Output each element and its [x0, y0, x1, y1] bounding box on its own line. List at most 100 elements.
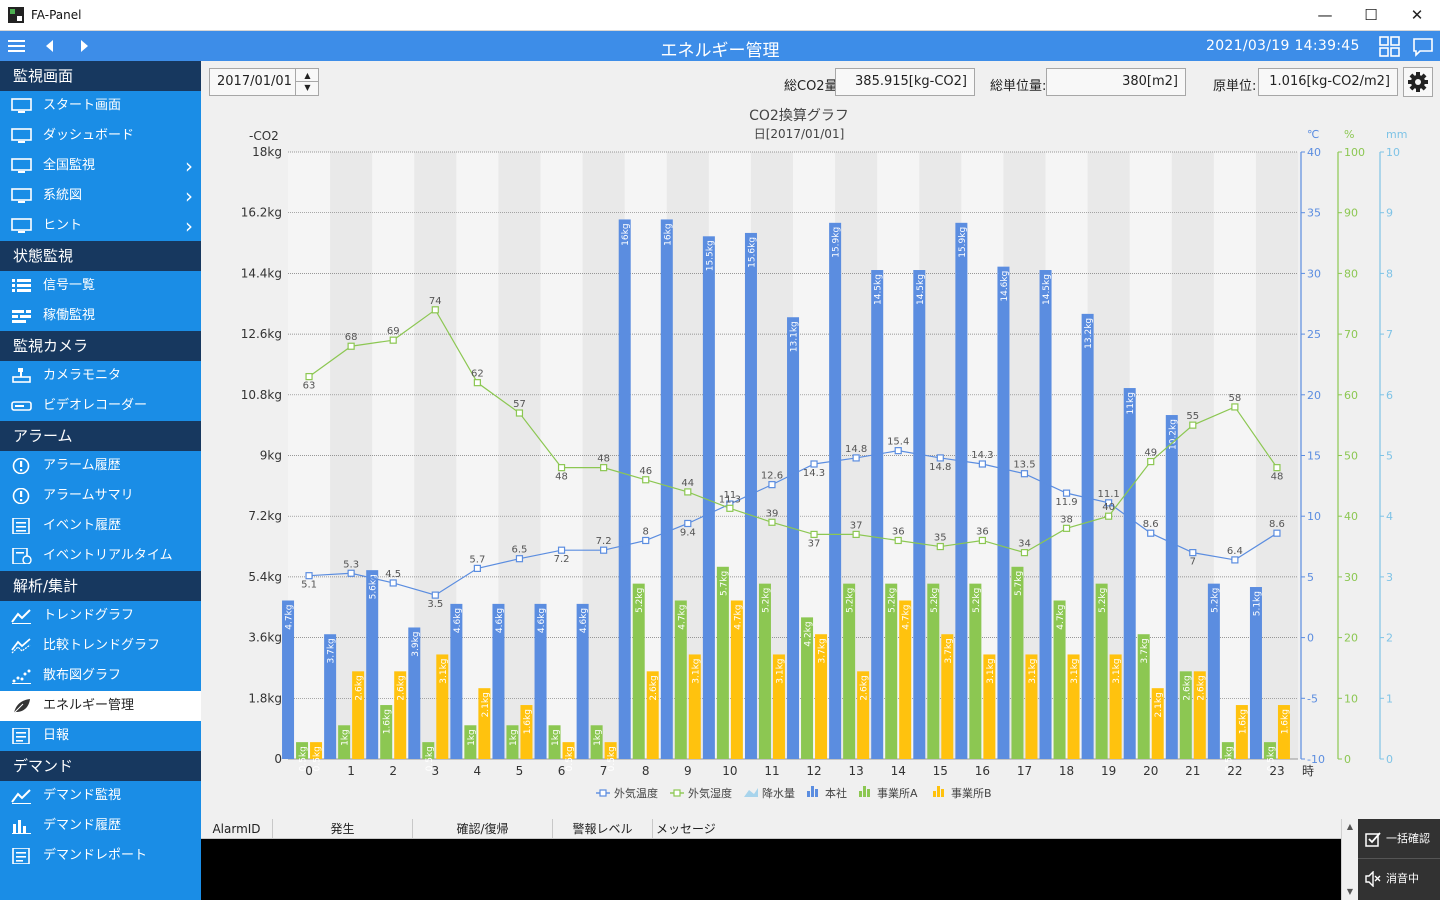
- bar-data-label: 4.7kg: [902, 605, 912, 630]
- sidebar-item[interactable]: エネルギー管理: [0, 691, 201, 721]
- bar-data-label: 16kg: [621, 223, 631, 245]
- alarm-scrollbar[interactable]: ▲ ▼: [1341, 819, 1358, 900]
- sidebar-item[interactable]: トレンドグラフ: [0, 601, 201, 631]
- sidebar-section-header: 状態監視: [0, 241, 201, 271]
- temperature-tick-label: 0: [1307, 632, 1314, 645]
- spin-down-icon[interactable]: ▼: [304, 83, 311, 92]
- rainfall-tick-label: 8: [1386, 267, 1393, 280]
- co2-chart: 0 1.8kg 3.6kg 5.4kg 7.2kg 9kg 10.8kg 12.6kg 14.4…: [201, 103, 1440, 819]
- bar-事業所A: [548, 725, 561, 759]
- sidebar-item[interactable]: 系統図 ›: [0, 181, 201, 211]
- bar-data-label: 0.5kg: [607, 746, 617, 771]
- app-logo-icon: [8, 7, 24, 23]
- bar-事業所B: [310, 742, 323, 759]
- mute-button[interactable]: 消音中: [1358, 859, 1440, 899]
- maximize-button[interactable]: ☐: [1364, 6, 1378, 24]
- scroll-down-icon[interactable]: ▼: [1346, 887, 1354, 896]
- legend-marker-icon: [673, 789, 681, 797]
- bar-本社: [492, 603, 505, 759]
- bar-data-label: 3.1kg: [439, 658, 449, 683]
- bar-事業所B: [604, 742, 617, 759]
- gear-icon: [1408, 72, 1428, 92]
- sidebar-item-label: デマンド監視: [43, 788, 122, 803]
- alarm-col-confirm[interactable]: 確認/復帰: [413, 819, 553, 839]
- sidebar-item[interactable]: ヒント ›: [0, 211, 201, 241]
- line-point: [978, 536, 986, 545]
- line-point: [936, 542, 944, 551]
- bar-本社: [829, 222, 842, 760]
- scroll-up-icon[interactable]: ▲: [1346, 822, 1354, 831]
- bar-本社: [450, 603, 463, 759]
- x-tick-label: 11: [764, 764, 779, 778]
- close-button[interactable]: ✕: [1410, 6, 1424, 24]
- minimize-button[interactable]: —: [1317, 6, 1333, 24]
- category-stripe: [666, 152, 709, 759]
- sidebar-item[interactable]: イベント履歴: [0, 511, 201, 541]
- date-spinner[interactable]: ▲ ▼: [295, 69, 319, 95]
- legend-bar-icon: [941, 789, 944, 797]
- line-data-label: 34: [1018, 539, 1031, 550]
- alarm-col-occurred[interactable]: 発生: [273, 819, 413, 839]
- line-point: [515, 409, 524, 417]
- sidebar-item[interactable]: 日報: [0, 721, 201, 751]
- bar-data-label: 5.2kg: [930, 588, 940, 613]
- line-data-label: 37: [808, 538, 821, 549]
- humidity-tick-label: 30: [1344, 571, 1358, 584]
- basic-unit-label: 原単位:: [1213, 79, 1257, 94]
- sidebar-item[interactable]: デマンド監視: [0, 781, 201, 811]
- x-tick-label: 7: [600, 764, 608, 778]
- line-data-label: 57: [513, 399, 526, 410]
- sidebar-item[interactable]: 散布図グラフ: [0, 661, 201, 691]
- back-icon[interactable]: [40, 31, 60, 61]
- bar-本社: [1081, 313, 1094, 759]
- sidebar-item[interactable]: デマンド履歴: [0, 811, 201, 841]
- bar-本社: [534, 603, 547, 759]
- confirm-all-button[interactable]: 一括確認: [1358, 819, 1440, 859]
- forward-icon[interactable]: [74, 31, 94, 61]
- line-data-label: 15.4: [887, 437, 909, 448]
- alarm-col-id[interactable]: AlarmID: [201, 819, 273, 839]
- bar-事業所A: [1053, 600, 1066, 759]
- alarm-col-level[interactable]: 警報レベル: [553, 819, 653, 839]
- sidebar-item[interactable]: ビデオレコーダー: [0, 391, 201, 421]
- total-unit-label: 総単位量:: [990, 79, 1047, 94]
- category-stripe: [750, 152, 793, 759]
- line-point: [305, 372, 313, 381]
- sidebar-item[interactable]: デマンドレポート: [0, 841, 201, 871]
- y-axis-label: -CO2: [249, 129, 279, 143]
- legend-bar-icon: [859, 791, 862, 797]
- line-data-label: 13.5: [1013, 460, 1035, 471]
- bar-事業所A: [422, 742, 435, 759]
- line-data-label: 12.6: [761, 471, 783, 482]
- menu-icon[interactable]: [6, 31, 28, 61]
- sidebar-item[interactable]: アラーム履歴: [0, 451, 201, 481]
- rainfall-tick-label: 10: [1386, 146, 1400, 159]
- layout-grid-icon[interactable]: [1378, 31, 1402, 61]
- alarm-col-message[interactable]: メッセージ: [656, 822, 716, 836]
- sidebar-item[interactable]: アラームサマリ: [0, 481, 201, 511]
- bar-data-label: 15.5kg: [705, 240, 715, 271]
- settings-button[interactable]: [1403, 67, 1433, 97]
- sidebar-item-label: 比較トレンドグラフ: [43, 638, 161, 653]
- bar-data-label: 4.6kg: [495, 608, 505, 633]
- bar-本社: [618, 219, 631, 759]
- message-icon[interactable]: [1411, 31, 1435, 61]
- sidebar-item[interactable]: 稼働監視: [0, 301, 201, 331]
- sidebar-item[interactable]: スタート画面: [0, 91, 201, 121]
- rainfall-tick-label: 0: [1386, 753, 1393, 766]
- sidebar-item[interactable]: イベントリアルタイム: [0, 541, 201, 571]
- date-input[interactable]: 2017/01/01: [209, 68, 319, 96]
- sidebar-item[interactable]: ダッシュボード: [0, 121, 201, 151]
- sidebar-item[interactable]: 比較トレンドグラフ: [0, 631, 201, 661]
- sidebar-item[interactable]: 全国監視 ›: [0, 151, 201, 181]
- sidebar-item[interactable]: カメラモニタ: [0, 361, 201, 391]
- spin-up-icon[interactable]: ▲: [296, 69, 319, 82]
- legend-bar-icon: [863, 786, 866, 797]
- bar-data-label: 1kg: [551, 729, 561, 746]
- category-stripe: [582, 152, 625, 759]
- sidebar-item-label: 日報: [43, 728, 70, 743]
- toolbar: 2017/01/01 ▲ ▼ 総CO2量 385.915[kg-CO2] 総単位…: [201, 61, 1440, 103]
- legend-bar-icon: [815, 789, 818, 797]
- humidity-tick-label: 0: [1344, 753, 1351, 766]
- sidebar-item[interactable]: 信号一覧: [0, 271, 201, 301]
